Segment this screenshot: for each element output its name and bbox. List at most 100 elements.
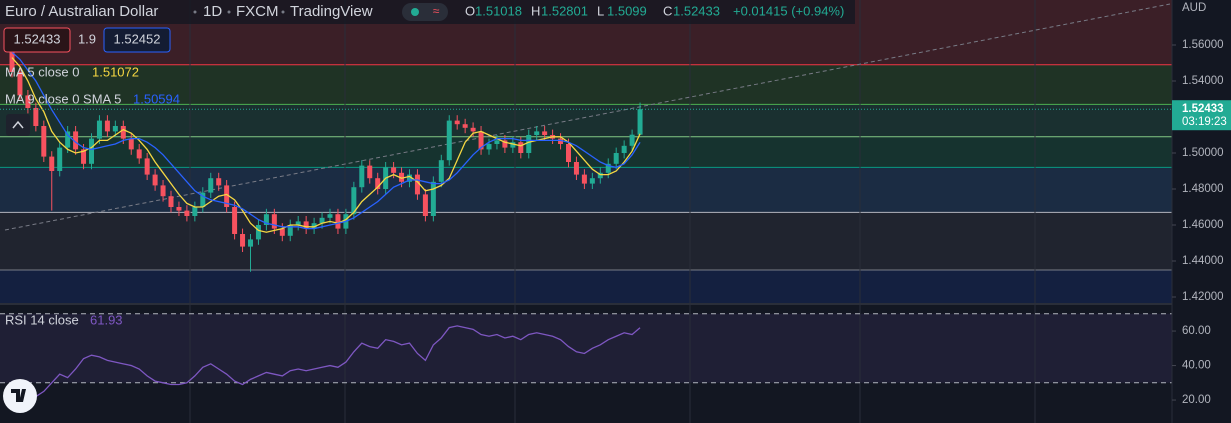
candle-body <box>104 120 110 132</box>
rsi-label[interactable]: RSI 14 close <box>5 312 79 327</box>
candle-body <box>144 158 150 175</box>
candle-body <box>287 225 293 236</box>
series-line <box>11 51 641 230</box>
bid: 1.52433 <box>14 31 61 46</box>
candle-body <box>160 185 166 197</box>
candle-body <box>65 131 71 148</box>
ohlc-letter: L <box>597 3 604 18</box>
level-band <box>0 212 1172 271</box>
rsi-pane <box>0 305 1172 423</box>
sell-button[interactable] <box>3 27 71 53</box>
y-tick-label: 1.44000 <box>1182 255 1224 267</box>
ma5-label[interactable]: MA 5 close 0 <box>5 64 79 79</box>
candle-body <box>462 124 468 128</box>
candle-body <box>49 156 55 172</box>
status-pill[interactable] <box>402 3 448 21</box>
candle-body <box>566 144 571 163</box>
candle-body <box>613 153 619 164</box>
candle-body <box>454 120 460 125</box>
y-tick-label: 1.46000 <box>1182 219 1224 231</box>
candle-body <box>232 207 238 235</box>
ohlc-letter: C <box>663 3 672 18</box>
candle-body <box>96 120 102 139</box>
ma5-value: 1.51072 <box>92 64 139 79</box>
candle-body <box>279 228 285 236</box>
candle-body <box>136 149 142 159</box>
interval: 1D <box>203 3 222 20</box>
candle-body <box>621 145 627 154</box>
candle-body <box>478 131 484 150</box>
candle-body <box>81 149 87 164</box>
ohlc-letter: H <box>531 3 540 18</box>
candle-body <box>446 120 452 161</box>
candle-body <box>605 163 611 173</box>
candle-body <box>248 239 253 247</box>
level-bands <box>0 0 1172 423</box>
candle-body <box>375 178 381 190</box>
candle-body <box>351 187 357 215</box>
currency[interactable]: AUD <box>1182 2 1206 14</box>
candle-body <box>589 178 595 184</box>
candle-body <box>430 181 436 217</box>
candle-body <box>319 217 325 224</box>
candle-body <box>414 174 420 195</box>
candle-body <box>73 131 79 150</box>
candle-body <box>542 131 548 136</box>
candle-body <box>224 185 230 208</box>
candle-body <box>597 172 603 179</box>
candle-body <box>327 214 333 218</box>
collapse-button[interactable] <box>6 114 30 136</box>
candle-body <box>558 138 564 145</box>
ohlc-letter: O <box>465 3 475 18</box>
last-price: 1.52433 <box>1182 103 1224 115</box>
candle-body <box>494 140 500 145</box>
candle-body <box>422 194 428 217</box>
candle-body <box>128 138 134 150</box>
candle-body <box>168 196 174 208</box>
candle-body <box>534 131 540 136</box>
countdown: 03:19:23 <box>1182 116 1227 128</box>
candle-body <box>255 225 261 240</box>
candle-body <box>581 174 587 184</box>
level-band <box>0 64 1172 105</box>
candle-body <box>470 127 476 132</box>
source: FXCM <box>236 3 279 20</box>
candle-body <box>41 126 47 157</box>
ma9-label[interactable]: MA 9 close 0 SMA 5 <box>5 91 121 106</box>
candle-body <box>637 109 643 135</box>
candle-body <box>152 174 158 186</box>
ohlc-value: 1.52433 <box>673 3 720 18</box>
y-tick-label: 1.42000 <box>1182 291 1224 303</box>
candle-body <box>263 214 269 226</box>
candle-body <box>25 95 31 109</box>
candle-body <box>311 223 317 229</box>
status-dot <box>411 8 419 16</box>
candle-body <box>629 134 635 146</box>
series-line <box>11 325 641 405</box>
buy-button[interactable] <box>103 27 171 53</box>
candle-body <box>200 192 206 208</box>
y-tick-label: 1.48000 <box>1182 183 1224 195</box>
candle-body <box>17 72 23 96</box>
candle-body <box>9 48 15 73</box>
y-tick-label: 60.00 <box>1182 325 1211 337</box>
change: +0.01415 (+0.94%) <box>733 3 844 18</box>
time-grid <box>189 0 1036 423</box>
candle-body <box>573 162 579 175</box>
candle-body <box>120 126 126 139</box>
rsi-value: 61.93 <box>90 312 123 327</box>
ma9-value: 1.50594 <box>133 91 180 106</box>
candle-body <box>184 210 190 217</box>
rsi-band <box>0 313 1172 383</box>
ohlc-value: 1.52801 <box>541 3 588 18</box>
candle-body <box>295 221 301 226</box>
y-tick-label: 40.00 <box>1182 360 1211 372</box>
last-price-tag <box>1172 100 1231 131</box>
candle-body <box>112 126 118 132</box>
candle-body <box>359 165 365 188</box>
candle-body <box>502 140 508 148</box>
price-axis <box>1172 0 1231 423</box>
y-tick-label: 1.50000 <box>1182 147 1224 159</box>
candle-body <box>240 234 246 247</box>
